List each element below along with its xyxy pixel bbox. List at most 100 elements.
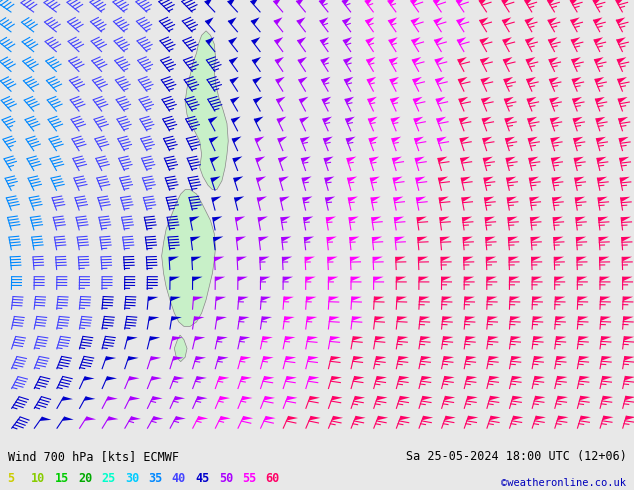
Polygon shape	[411, 17, 420, 24]
Polygon shape	[344, 57, 353, 64]
Polygon shape	[347, 156, 356, 163]
Polygon shape	[389, 37, 398, 44]
Polygon shape	[219, 396, 230, 401]
Polygon shape	[107, 416, 119, 421]
Polygon shape	[302, 176, 312, 182]
Polygon shape	[574, 157, 584, 163]
Polygon shape	[212, 196, 221, 202]
Polygon shape	[284, 317, 295, 321]
Polygon shape	[228, 17, 236, 25]
Polygon shape	[365, 17, 374, 24]
Polygon shape	[460, 157, 470, 163]
Polygon shape	[368, 117, 378, 123]
Polygon shape	[489, 376, 500, 381]
Polygon shape	[579, 356, 590, 361]
Polygon shape	[398, 356, 409, 361]
Polygon shape	[275, 37, 283, 45]
Polygon shape	[325, 196, 335, 202]
Polygon shape	[172, 356, 183, 361]
Polygon shape	[238, 277, 248, 281]
Polygon shape	[624, 376, 634, 381]
Polygon shape	[241, 376, 252, 381]
Polygon shape	[172, 336, 183, 341]
Polygon shape	[420, 336, 431, 341]
Polygon shape	[254, 97, 262, 103]
Polygon shape	[191, 237, 200, 242]
Polygon shape	[278, 156, 288, 163]
Polygon shape	[129, 416, 141, 421]
Polygon shape	[353, 356, 364, 361]
Polygon shape	[169, 257, 179, 262]
Polygon shape	[467, 416, 478, 420]
Polygon shape	[309, 416, 321, 420]
Polygon shape	[263, 376, 275, 381]
Polygon shape	[346, 117, 355, 123]
Polygon shape	[264, 416, 276, 420]
Polygon shape	[531, 237, 541, 242]
Polygon shape	[264, 396, 275, 400]
Polygon shape	[280, 196, 290, 202]
Polygon shape	[503, 77, 513, 83]
Polygon shape	[274, 17, 283, 24]
Polygon shape	[262, 317, 272, 321]
Polygon shape	[482, 117, 491, 123]
Polygon shape	[443, 317, 453, 321]
Polygon shape	[210, 156, 219, 163]
Polygon shape	[228, 0, 236, 5]
Polygon shape	[508, 217, 517, 222]
Polygon shape	[320, 37, 329, 44]
Polygon shape	[578, 296, 588, 301]
Polygon shape	[149, 336, 160, 341]
Polygon shape	[84, 396, 95, 401]
Polygon shape	[410, 0, 419, 5]
Polygon shape	[502, 17, 512, 24]
Polygon shape	[374, 296, 384, 301]
Polygon shape	[39, 417, 51, 421]
Polygon shape	[62, 416, 74, 421]
Polygon shape	[596, 137, 606, 143]
Polygon shape	[197, 416, 208, 420]
Polygon shape	[552, 177, 562, 182]
Polygon shape	[419, 296, 429, 301]
Polygon shape	[412, 57, 421, 64]
Polygon shape	[259, 237, 269, 242]
Polygon shape	[254, 117, 264, 123]
Polygon shape	[509, 257, 519, 262]
Polygon shape	[219, 416, 231, 420]
Polygon shape	[624, 336, 634, 341]
Polygon shape	[532, 277, 542, 281]
Polygon shape	[466, 356, 477, 361]
Polygon shape	[129, 396, 140, 401]
Polygon shape	[616, 0, 625, 4]
Polygon shape	[205, 0, 213, 5]
Polygon shape	[171, 317, 182, 321]
Polygon shape	[231, 97, 240, 103]
Polygon shape	[621, 217, 631, 222]
Polygon shape	[460, 137, 470, 143]
Polygon shape	[375, 356, 386, 361]
Polygon shape	[370, 176, 380, 182]
Polygon shape	[481, 77, 490, 83]
Polygon shape	[242, 416, 253, 420]
Polygon shape	[602, 416, 614, 420]
Polygon shape	[575, 196, 585, 202]
Polygon shape	[215, 277, 225, 281]
Polygon shape	[261, 296, 271, 301]
Polygon shape	[433, 0, 442, 4]
Polygon shape	[512, 376, 522, 381]
Polygon shape	[240, 336, 250, 341]
Polygon shape	[528, 137, 538, 143]
Polygon shape	[217, 336, 228, 341]
Polygon shape	[415, 157, 425, 163]
Polygon shape	[484, 196, 495, 202]
Polygon shape	[623, 296, 633, 301]
Polygon shape	[195, 376, 207, 381]
Polygon shape	[258, 217, 268, 222]
Polygon shape	[105, 376, 117, 381]
Polygon shape	[275, 57, 284, 64]
Polygon shape	[372, 217, 382, 222]
Polygon shape	[251, 17, 259, 24]
Polygon shape	[571, 57, 581, 64]
Polygon shape	[552, 157, 561, 163]
Polygon shape	[392, 137, 401, 143]
